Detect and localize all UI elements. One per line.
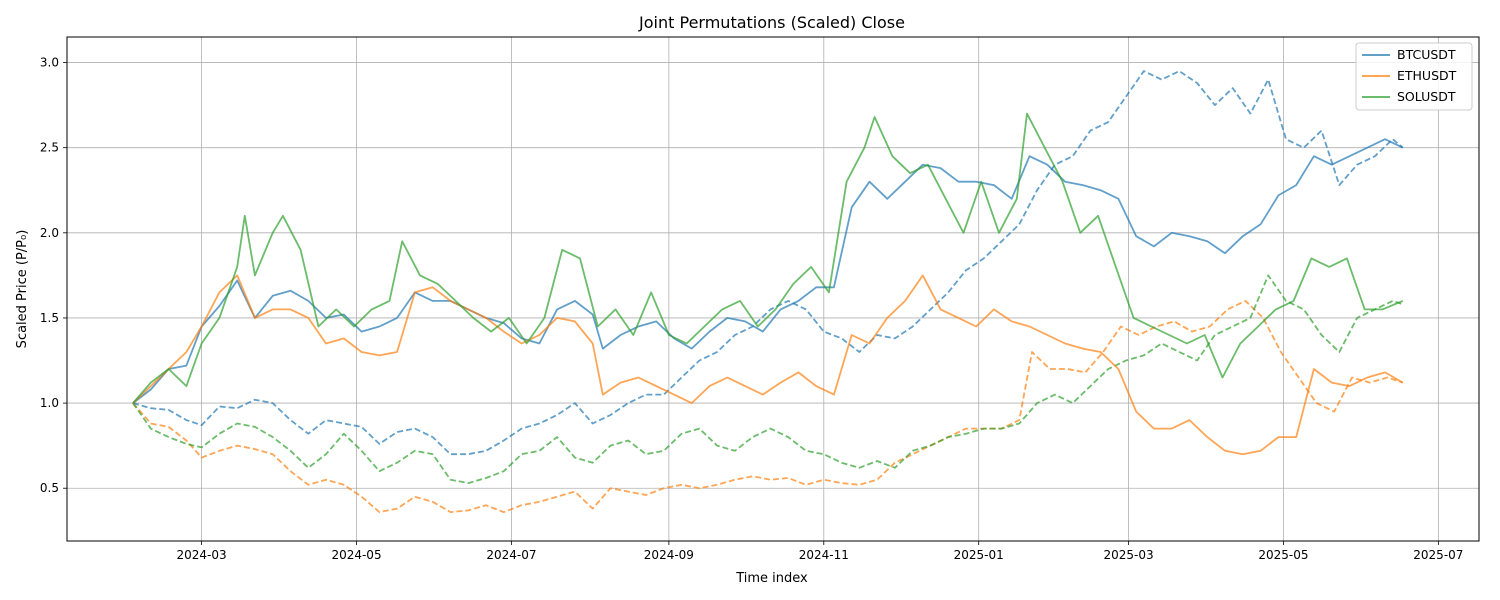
legend: BTCUSDT ETHUSDT SOLUSDT bbox=[1355, 42, 1473, 111]
y-tick-label: 1.5 bbox=[40, 311, 59, 325]
plot-frame bbox=[66, 36, 1480, 542]
y-axis-ticks: 0.5 1.0 1.5 2.0 2.5 3.0 bbox=[40, 56, 67, 495]
legend-label-solusdt: SOLUSDT bbox=[1397, 89, 1456, 104]
series-line-btcusdt-dashed bbox=[132, 70, 1404, 456]
x-tick-label: 2025-01 bbox=[954, 548, 1004, 562]
y-tick-label: 0.5 bbox=[40, 481, 59, 495]
series-line-solusdt-dashed bbox=[132, 274, 1404, 484]
x-axis-ticks: 2024-03 2024-05 2024-07 2024-09 2024-11 2025-… bbox=[177, 541, 1463, 562]
series-line-solusdt-solid bbox=[132, 112, 1404, 404]
y-tick-label: 1.0 bbox=[40, 396, 59, 410]
series-line-ethusdt-dashed bbox=[132, 300, 1404, 513]
grid-lines bbox=[67, 37, 1479, 541]
y-tick-label: 2.0 bbox=[40, 226, 59, 240]
series-line-ethusdt-solid bbox=[132, 274, 1404, 456]
x-tick-label: 2024-09 bbox=[644, 548, 694, 562]
x-tick-label: 2025-07 bbox=[1413, 548, 1463, 562]
x-tick-label: 2024-11 bbox=[799, 548, 849, 562]
x-tick-label: 2025-03 bbox=[1103, 548, 1153, 562]
y-tick-label: 3.0 bbox=[40, 56, 59, 70]
series-line-btcusdt-solid bbox=[132, 138, 1404, 404]
chart-title: Joint Permutations (Scaled) Close bbox=[638, 13, 905, 32]
y-tick-label: 2.5 bbox=[40, 141, 59, 155]
series-lines bbox=[132, 70, 1404, 513]
legend-label-ethusdt: ETHUSDT bbox=[1397, 68, 1457, 83]
x-tick-label: 2025-05 bbox=[1258, 548, 1308, 562]
legend-box bbox=[1355, 42, 1473, 111]
x-axis-label: Time index bbox=[735, 571, 808, 586]
x-tick-label: 2024-05 bbox=[331, 548, 381, 562]
y-axis-label: Scaled Price (P/P₀) bbox=[15, 230, 30, 349]
legend-label-btcusdt: BTCUSDT bbox=[1397, 47, 1456, 62]
x-tick-label: 2024-03 bbox=[177, 548, 227, 562]
x-tick-label: 2024-07 bbox=[486, 548, 536, 562]
